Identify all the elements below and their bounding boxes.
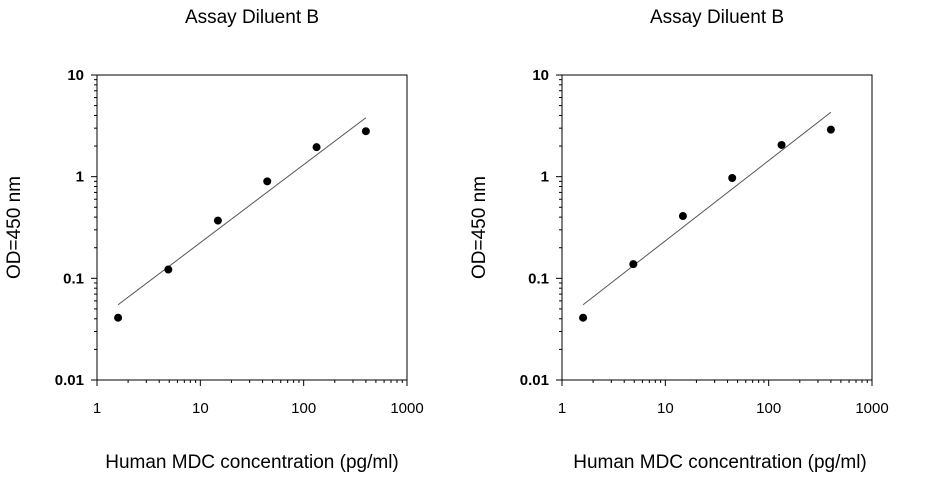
x-tick-label: 1000 xyxy=(390,400,423,417)
data-point xyxy=(164,265,173,274)
data-point xyxy=(213,216,222,225)
y-tick-label: 0.1 xyxy=(63,270,84,287)
y-axis-label: OD=450 nm xyxy=(469,176,490,279)
plot-frame xyxy=(96,74,408,381)
data-point xyxy=(361,127,370,136)
x-tick-label: 10 xyxy=(192,400,209,417)
data-point xyxy=(777,140,786,149)
y-tick-label: 0.01 xyxy=(55,372,84,389)
x-axis-label: Human MDC concentration (pg/ml) xyxy=(105,452,399,473)
y-tick-label: 10 xyxy=(532,67,549,84)
x-tick-label: 1 xyxy=(93,400,101,417)
data-point xyxy=(263,177,272,186)
data-point xyxy=(579,313,588,322)
x-tick-label: 10 xyxy=(657,400,674,417)
x-tick-label: 1 xyxy=(558,400,566,417)
data-point xyxy=(114,313,123,322)
data-point xyxy=(629,260,638,269)
y-tick-label: 10 xyxy=(67,67,84,84)
data-point xyxy=(826,125,835,134)
data-point xyxy=(728,174,737,183)
plot-frame xyxy=(561,74,873,381)
trend-line xyxy=(582,111,832,306)
data-point xyxy=(678,212,687,221)
chart-title: Assay Diluent B xyxy=(650,7,784,28)
trend-line xyxy=(117,117,367,306)
y-tick-label: 0.01 xyxy=(520,372,549,389)
y-tick-label: 0.1 xyxy=(528,270,549,287)
y-axis-label: OD=450 nm xyxy=(4,176,25,279)
chart-panel-2: Assay Diluent B 10 1 0.1 0.01 1 10 100 1000 Human… xyxy=(469,7,889,473)
x-tick-label: 100 xyxy=(756,400,781,417)
chart-panel-1: Assay Diluent B 10 1 0.1 0.01 1 10 100 1000 Human… xyxy=(4,7,424,473)
y-tick-label: 1 xyxy=(76,169,84,186)
data-point xyxy=(312,143,321,152)
x-tick-label: 100 xyxy=(291,400,316,417)
x-tick-label: 1000 xyxy=(855,400,888,417)
y-tick-label: 1 xyxy=(541,169,549,186)
x-axis-label: Human MDC concentration (pg/ml) xyxy=(573,452,867,473)
chart-title: Assay Diluent B xyxy=(185,7,319,28)
